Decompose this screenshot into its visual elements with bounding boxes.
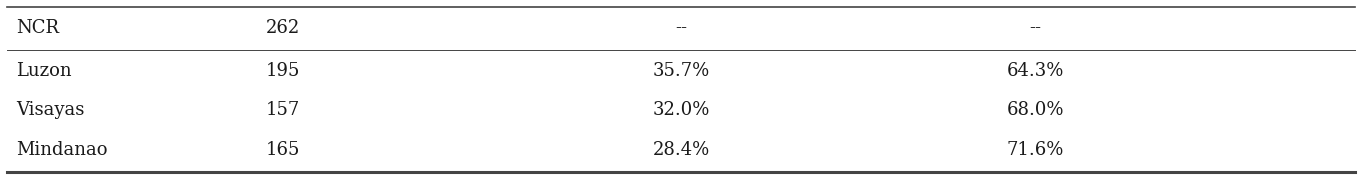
Text: 157: 157	[266, 101, 300, 119]
Text: 262: 262	[266, 19, 300, 37]
Text: Luzon: Luzon	[16, 62, 72, 80]
Text: 68.0%: 68.0%	[1007, 101, 1064, 119]
Text: 195: 195	[266, 62, 300, 80]
Text: 35.7%: 35.7%	[652, 62, 710, 80]
Text: NCR: NCR	[16, 19, 60, 37]
Text: 165: 165	[266, 141, 300, 159]
Text: 64.3%: 64.3%	[1007, 62, 1064, 80]
Text: 71.6%: 71.6%	[1007, 141, 1064, 159]
Text: Visayas: Visayas	[16, 101, 84, 119]
Text: 32.0%: 32.0%	[652, 101, 710, 119]
Text: --: --	[1030, 19, 1041, 37]
Text: --: --	[676, 19, 686, 37]
Text: 28.4%: 28.4%	[652, 141, 710, 159]
Text: Mindanao: Mindanao	[16, 141, 108, 159]
